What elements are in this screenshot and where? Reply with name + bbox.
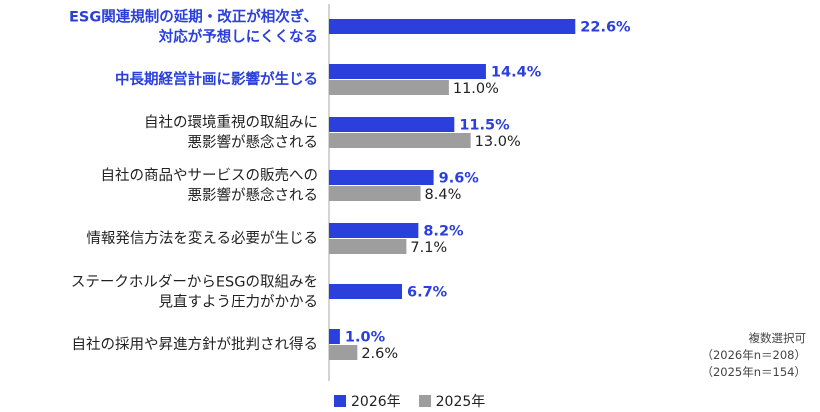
bar-2025	[329, 133, 471, 148]
bar-2025	[329, 345, 358, 360]
category-label: 中長期経営計画に影響が生じる	[115, 70, 318, 88]
data-label-2026: 22.6%	[580, 20, 631, 36]
category-label-line: 自社の採用や昇進方針が批判され得る	[72, 336, 319, 353]
legend-label-2025: 2025年	[435, 394, 486, 410]
category-label: 自社の環境重視の取組みに悪影響が懸念される	[144, 113, 318, 151]
legend-swatch-2026	[334, 395, 346, 407]
data-label-2026: 8.2%	[423, 224, 464, 240]
category-label-line: 見直すよう圧力がかかる	[159, 294, 319, 311]
bar-2026	[329, 19, 576, 34]
category-label: 自社の商品やサービスの販売への悪影響が懸念される	[101, 167, 319, 204]
bar-2026	[329, 223, 419, 238]
data-label-2025: 13.0%	[475, 134, 521, 150]
legend-label-2026: 2026年	[351, 394, 401, 410]
data-label-2025: 2.6%	[361, 346, 398, 362]
bar-2026	[329, 329, 340, 344]
legend: 2026年 2025年	[334, 391, 503, 411]
data-label-2026: 9.6%	[439, 171, 480, 187]
note-n-2026: （2026年n＝208）	[701, 348, 806, 362]
category-label: ステークホルダーからESGの取組みを見直すよう圧力がかかる	[71, 274, 318, 311]
bar-2025	[329, 239, 407, 254]
data-label-2026: 6.7%	[407, 285, 448, 301]
category-label-line: ESG関連規制の延期・改正が相次ぎ、	[69, 8, 318, 26]
bar-2026	[329, 170, 434, 185]
category-label-line: 悪影響が懸念される	[188, 186, 319, 204]
category-label-line: 情報発信方法を変える必要が生じる	[86, 230, 318, 247]
data-label-2026: 11.5%	[459, 118, 510, 134]
data-label-2025: 11.0%	[453, 81, 499, 97]
category-label-line: 中長期経営計画に影響が生じる	[115, 70, 318, 88]
category-label-line: 自社の商品やサービスの販売への	[101, 167, 319, 184]
sample-note: 複数選択可 （2026年n＝208） （2025年n＝154）	[701, 330, 806, 381]
category-label: 情報発信方法を変える必要が生じる	[86, 230, 318, 247]
category-label-line: ステークホルダーからESGの取組みを	[71, 274, 318, 291]
note-n-2025: （2025年n＝154）	[701, 365, 806, 379]
bar-2026	[329, 64, 486, 79]
category-label-line: 悪影響が懸念される	[188, 133, 319, 151]
data-label-2025: 7.1%	[410, 240, 447, 256]
bar-2025	[329, 80, 449, 95]
data-label-2026: 1.0%	[345, 330, 386, 346]
bar-2026	[329, 284, 403, 299]
category-label-line: 対応が予想しにくくなる	[158, 28, 318, 46]
category-label: ESG関連規制の延期・改正が相次ぎ、対応が予想しにくくなる	[69, 8, 318, 46]
legend-item-2025: 2025年	[418, 391, 486, 411]
legend-item-2026: 2026年	[334, 391, 401, 411]
bar-2026	[329, 117, 455, 132]
data-label-2025: 8.4%	[425, 187, 462, 203]
category-label-line: 自社の環境重視の取組みに	[144, 113, 318, 131]
legend-swatch-2025	[418, 395, 431, 407]
data-label-2026: 14.4%	[491, 65, 542, 81]
category-label: 自社の採用や昇進方針が批判され得る	[72, 336, 319, 353]
note-multiple-choice: 複数選択可	[748, 331, 807, 345]
bar-2025	[329, 186, 421, 201]
